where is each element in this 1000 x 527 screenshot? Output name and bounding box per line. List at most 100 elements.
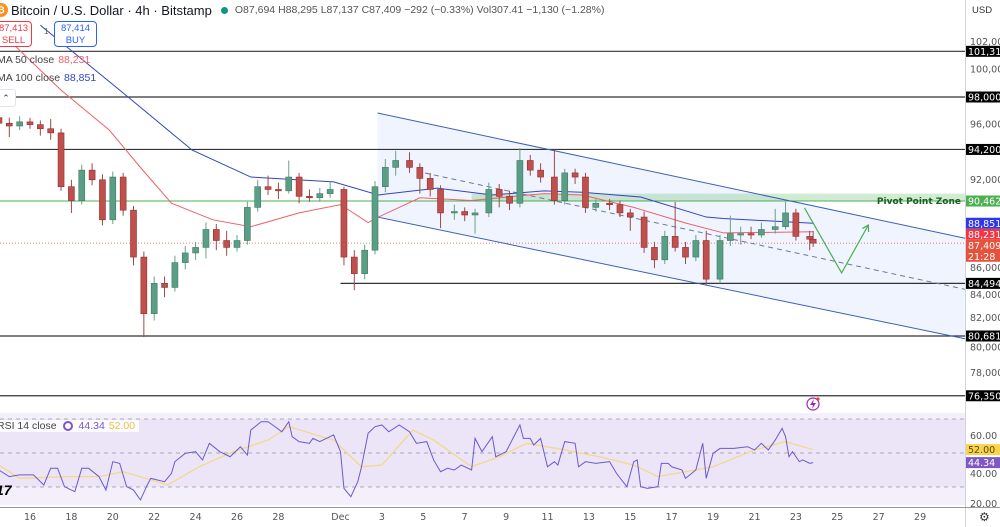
lightning-alert-icon[interactable] <box>806 397 820 411</box>
candle-body <box>192 247 199 254</box>
price-tick-label: 86,000 <box>970 263 1000 274</box>
candle <box>651 241 658 269</box>
candle <box>406 152 413 173</box>
rsi-settings-icon[interactable] <box>62 421 73 431</box>
candle <box>692 235 700 262</box>
time-tick-label: 22 <box>148 512 160 523</box>
price-tick-label: 102,000 <box>970 37 1000 48</box>
candle <box>640 211 648 253</box>
chevron-up-icon[interactable]: ⌃ <box>0 89 16 107</box>
candle <box>716 235 724 284</box>
candle-body <box>326 189 334 194</box>
candle-body <box>130 209 137 258</box>
price-tag: 80,681 <box>968 332 1000 343</box>
currency-label[interactable]: USD <box>972 5 993 16</box>
time-tick-label: 13 <box>583 512 595 523</box>
price-tick-label: 82,000 <box>970 313 1000 324</box>
price-tag: 98,000 <box>968 93 1000 104</box>
ma100-value: 88,851 <box>64 72 97 84</box>
candle-body <box>78 169 86 201</box>
candle-body <box>0 117 3 124</box>
time-tick-label: 3 <box>379 512 385 523</box>
candle <box>382 159 389 193</box>
gear-icon[interactable]: ⚙ <box>979 510 990 524</box>
channel-upper-line <box>377 112 966 239</box>
candle <box>285 160 293 194</box>
price-tag: 94,200 <box>968 145 1000 156</box>
candle-body <box>526 160 534 171</box>
candle-body <box>592 202 600 208</box>
candle <box>119 172 127 216</box>
candle <box>140 251 148 338</box>
candle <box>109 171 117 224</box>
candle-body <box>702 240 710 280</box>
rsi-value: 44.34 <box>78 420 105 432</box>
candle <box>561 168 569 205</box>
candle <box>264 175 272 195</box>
candle <box>68 179 75 213</box>
candle <box>416 163 424 194</box>
candle-body <box>88 169 96 181</box>
candle-body <box>806 236 814 240</box>
price-tag: 76,350 <box>968 391 1000 402</box>
candle-body <box>16 121 23 127</box>
sell-button[interactable]: 87,413 SELL <box>0 21 32 47</box>
rsi-tick-label: 40.00 <box>970 469 997 480</box>
symbol-header: ₿ Bitcoin / U.S. Dollar · 4h · Bitstamp … <box>0 2 604 18</box>
candle <box>451 204 458 220</box>
candle-body <box>506 196 513 204</box>
buy-label: BUY <box>65 35 86 46</box>
candle <box>99 174 106 226</box>
spread-value: 1 <box>44 27 49 36</box>
price-tag-background <box>966 217 1000 229</box>
rsi-tag-background <box>966 457 1000 469</box>
candle <box>16 116 23 131</box>
candle <box>326 181 334 198</box>
price-tick-label: 84,000 <box>970 290 1000 301</box>
time-tick-label: 7 <box>462 512 468 523</box>
time-tick-label: 25 <box>831 512 843 523</box>
time-tick-label: 29 <box>914 512 926 523</box>
candle <box>626 208 634 231</box>
candle <box>88 163 96 186</box>
ma50-value: 88,231 <box>58 54 91 66</box>
candle-body <box>68 186 75 201</box>
tradingview-logo[interactable]: 17 <box>0 482 12 498</box>
candle-body <box>361 249 368 274</box>
candle-body <box>47 128 55 134</box>
candle <box>26 117 34 129</box>
price-tag-background <box>966 239 1000 262</box>
price-tick-label: 78,000 <box>970 368 1000 379</box>
candle-body <box>295 176 303 197</box>
candle-body <box>371 186 379 251</box>
symbol-title[interactable]: Bitcoin / U.S. Dollar · 4h · Bitstamp <box>11 2 212 18</box>
buy-button[interactable]: 87,414 BUY <box>54 21 97 47</box>
rsi-tag: 44.34 <box>968 458 995 469</box>
candle <box>537 163 544 183</box>
candle-body <box>537 169 544 178</box>
candle-body <box>727 233 734 241</box>
candle-body <box>264 186 272 190</box>
time-tick-label: 23 <box>790 512 802 523</box>
candle <box>747 226 755 240</box>
candle <box>275 182 282 200</box>
candle <box>361 244 368 280</box>
time-tick-label: 21 <box>748 512 760 523</box>
candle-body <box>340 189 348 258</box>
ma100-legend[interactable]: MA 100 close 88,851 <box>0 72 96 84</box>
rsi-legend[interactable]: RSI 14 close 44.34 52.00 <box>0 420 140 432</box>
candle-body <box>109 176 117 221</box>
candle <box>161 276 168 298</box>
candle <box>461 207 469 222</box>
candle <box>37 120 44 136</box>
candle-body <box>119 176 127 211</box>
open-value: O87,694 <box>234 4 276 16</box>
candle <box>495 183 503 208</box>
ma50-legend[interactable]: MA 50 close 88,231 <box>0 54 90 66</box>
candle-body <box>809 238 817 244</box>
bitcoin-logo-icon: ₿ <box>0 3 8 17</box>
candle <box>392 150 400 176</box>
price-tag: 84,494 <box>968 279 1000 290</box>
candle-body <box>306 196 313 199</box>
